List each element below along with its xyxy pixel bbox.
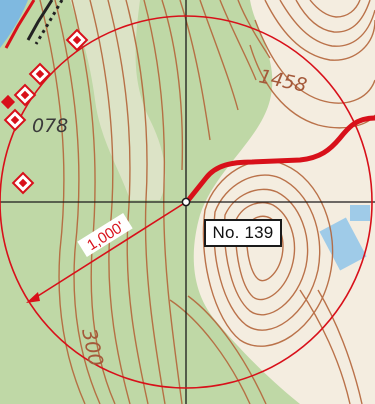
building xyxy=(350,205,370,221)
feature-marker xyxy=(3,108,27,132)
railroad-ties xyxy=(34,0,64,45)
radius-line xyxy=(29,203,184,302)
radius-arrowhead xyxy=(26,292,40,303)
buffer-circle xyxy=(0,15,373,389)
feature-marker xyxy=(28,62,52,86)
railroad-line xyxy=(26,0,54,41)
feature-marker xyxy=(11,171,35,195)
river xyxy=(0,0,28,48)
trail-route xyxy=(183,115,375,206)
clearing-area-2 xyxy=(70,0,166,200)
site-label: No. 139 xyxy=(204,219,282,247)
feature-markers xyxy=(0,28,89,195)
site-point xyxy=(181,197,191,207)
feature-marker xyxy=(65,28,89,52)
highway-line xyxy=(4,0,36,49)
feature-marker xyxy=(13,83,37,107)
contour-label-left: 078 xyxy=(32,115,68,137)
